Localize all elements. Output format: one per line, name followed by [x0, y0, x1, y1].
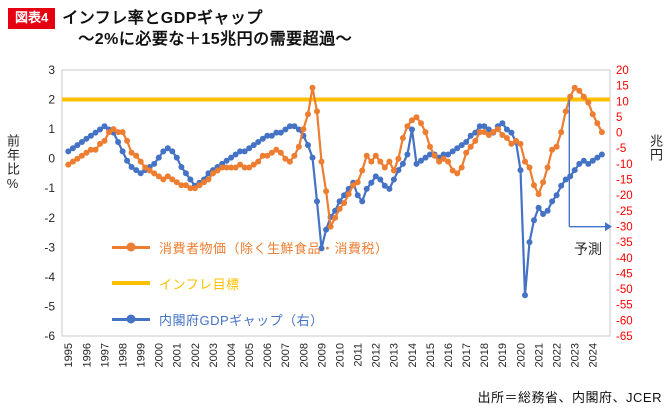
legend-label-gdp-gap: 内閣府GDPギャップ（右） — [159, 312, 324, 328]
svg-text:-55: -55 — [616, 300, 633, 312]
svg-text:3: 3 — [48, 63, 55, 77]
svg-text:2009: 2009 — [316, 343, 328, 367]
svg-text:0: 0 — [48, 152, 55, 166]
svg-text:-45: -45 — [616, 268, 633, 280]
gdp-gap-series-line — [65, 120, 605, 299]
cpi-series-line — [65, 84, 605, 230]
left-axis-title: 前年比% — [5, 134, 20, 192]
plot-border — [61, 69, 611, 337]
svg-text:2002: 2002 — [190, 343, 202, 367]
svg-text:20: 20 — [616, 65, 629, 77]
right-axis-ticks: 20 15 10 5 0 -5 -10 -15 -20 -25 -30 -35 -40 -45 -50 -55… — [616, 65, 633, 343]
svg-text:2000: 2000 — [154, 343, 166, 367]
svg-text:2015: 2015 — [425, 343, 437, 367]
legend-item-gdp-gap: 内閣府GDPギャップ（右） — [112, 312, 324, 328]
svg-text:2012: 2012 — [371, 343, 383, 367]
svg-text:-6: -6 — [44, 329, 55, 343]
svg-text:2019: 2019 — [497, 343, 509, 367]
svg-text:2006: 2006 — [262, 343, 274, 367]
svg-text:-1: -1 — [44, 181, 55, 195]
svg-text:-60: -60 — [616, 315, 633, 327]
svg-text:15: 15 — [616, 81, 629, 93]
svg-text:1996: 1996 — [81, 343, 93, 367]
figure-header: 図表4 インフレ率とGDPギャップ ～2%に必要な＋15兆円の需要超過～ — [8, 8, 352, 50]
svg-text:-35: -35 — [616, 237, 633, 249]
svg-text:-50: -50 — [616, 284, 633, 296]
x-axis-ticks: 1995 1996 1997 1998 1999 2000 2001 2002 2003 2004… — [63, 343, 599, 367]
svg-text:2013: 2013 — [389, 343, 401, 367]
svg-text:-5: -5 — [44, 299, 55, 313]
gdp-gap-marker-dot — [126, 314, 136, 324]
svg-text:2003: 2003 — [208, 343, 220, 367]
legend-label-inflation-target: インフレ目標 — [159, 276, 240, 292]
figure-title-line1: インフレ率とGDPギャップ — [62, 10, 263, 27]
svg-text:2023: 2023 — [570, 343, 582, 367]
source-note: 出所＝総務省、内閣府、JCER — [477, 390, 662, 405]
forecast-annotation-label: 予測 — [574, 241, 602, 257]
right-axis-title: 兆円 — [648, 134, 663, 162]
svg-text:0: 0 — [616, 128, 622, 140]
gdp-gap-line-swatch — [112, 314, 150, 324]
svg-text:2018: 2018 — [479, 343, 491, 367]
svg-text:1997: 1997 — [99, 343, 111, 367]
svg-text:2005: 2005 — [244, 343, 256, 367]
figure-title: インフレ率とGDPギャップ ～2%に必要な＋15兆円の需要超過～ — [62, 8, 352, 50]
legend-item-cpi: 消費者物価（除く生鮮食品・消費税） — [112, 240, 389, 256]
figure-label-badge: 図表4 — [8, 8, 56, 29]
svg-text:1: 1 — [48, 122, 55, 136]
svg-text:2021: 2021 — [533, 343, 545, 367]
svg-text:2017: 2017 — [461, 343, 473, 367]
svg-text:2010: 2010 — [334, 343, 346, 367]
svg-text:2007: 2007 — [280, 343, 292, 367]
svg-text:-2: -2 — [44, 211, 55, 225]
svg-text:2016: 2016 — [443, 343, 455, 367]
svg-text:-5: -5 — [616, 143, 626, 155]
svg-text:2014: 2014 — [407, 343, 419, 367]
svg-text:-25: -25 — [616, 206, 633, 218]
svg-text:2024: 2024 — [588, 343, 600, 367]
svg-text:1995: 1995 — [63, 343, 75, 367]
svg-text:-40: -40 — [616, 253, 633, 265]
svg-text:-10: -10 — [616, 159, 633, 171]
svg-text:1998: 1998 — [117, 343, 129, 367]
svg-text:2004: 2004 — [226, 343, 238, 367]
legend-item-inflation-target: インフレ目標 — [112, 276, 240, 292]
svg-text:-15: -15 — [616, 175, 633, 187]
svg-text:-65: -65 — [616, 331, 633, 343]
svg-text:-4: -4 — [44, 270, 55, 284]
legend-label-cpi: 消費者物価（除く生鮮食品・消費税） — [159, 240, 389, 256]
svg-text:2022: 2022 — [551, 343, 563, 367]
figure-title-line2: ～2%に必要な＋15兆円の需要超過～ — [78, 31, 353, 48]
svg-text:-30: -30 — [616, 221, 633, 233]
svg-text:2001: 2001 — [172, 343, 184, 367]
svg-text:2: 2 — [48, 93, 55, 107]
svg-text:2008: 2008 — [298, 343, 310, 367]
svg-text:-3: -3 — [44, 240, 55, 254]
left-axis-ticks: 3 2 1 0 -1 -2 -3 -4 -5 -6 — [44, 63, 55, 343]
svg-text:5: 5 — [616, 112, 622, 124]
forecast-annotation-arrow — [568, 99, 612, 232]
svg-text:2020: 2020 — [515, 343, 527, 367]
svg-text:-20: -20 — [616, 190, 633, 202]
target-line-swatch — [112, 281, 150, 285]
svg-text:2011: 2011 — [353, 343, 365, 367]
cpi-line-swatch — [112, 242, 150, 252]
svg-text:10: 10 — [616, 96, 629, 108]
cpi-marker-dot — [126, 242, 136, 252]
svg-text:1999: 1999 — [136, 343, 148, 367]
